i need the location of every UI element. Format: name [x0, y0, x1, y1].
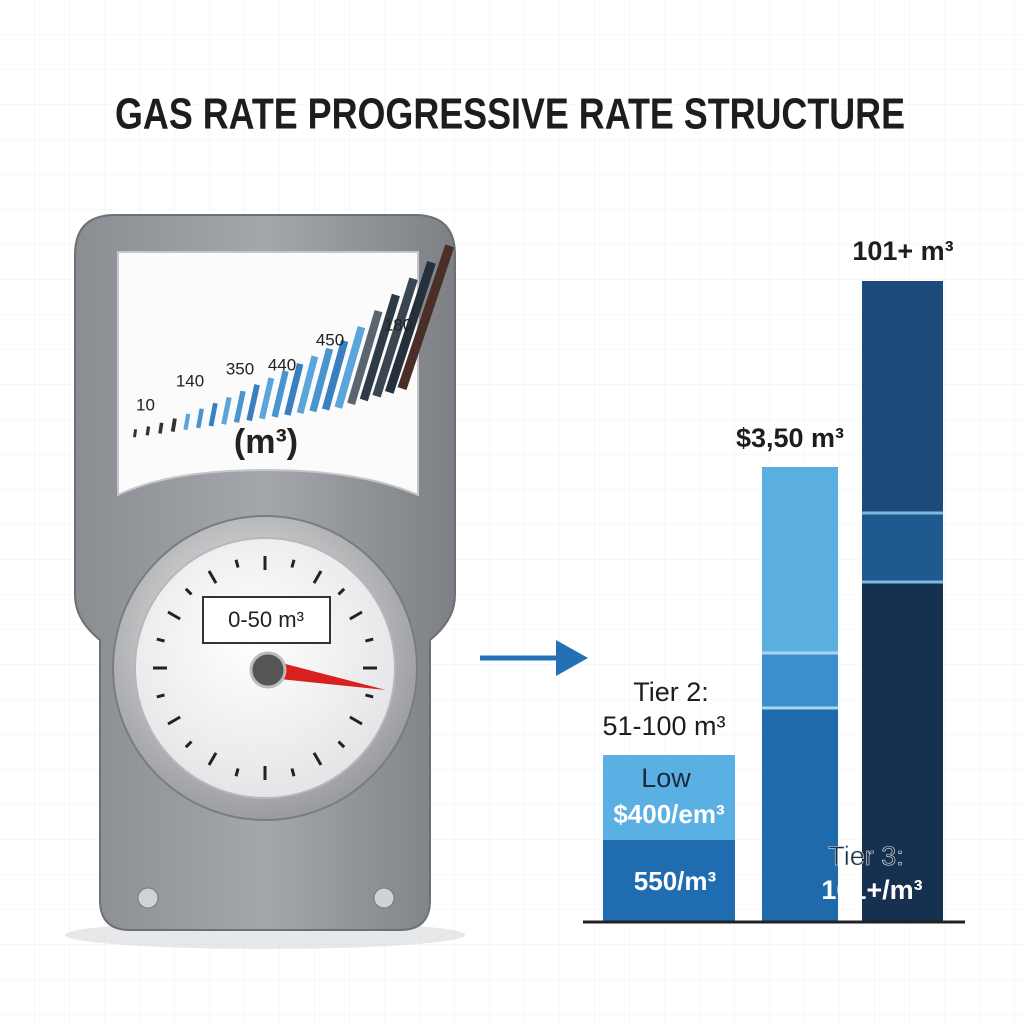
scale-bar: [246, 384, 260, 422]
scale-bar: [372, 277, 418, 398]
bar-segment: [762, 467, 838, 653]
dial-tick: [207, 752, 218, 766]
scale-bar: [196, 408, 204, 429]
dial-tick: [234, 768, 240, 777]
scale-bar: [347, 309, 383, 406]
gas-meter: 10 140 350 440 450 180 (m³) 0-50 m³: [65, 214, 465, 949]
scale-label: 140: [176, 371, 204, 390]
scale-bar: [322, 339, 349, 411]
scale-bar: [334, 326, 366, 409]
scale-bar: [170, 418, 177, 432]
scale-label: 440: [268, 355, 296, 374]
scale-bar: [359, 293, 400, 402]
bar-segment: [603, 840, 735, 922]
scale-bar: [208, 402, 218, 427]
dial-tick: [167, 715, 181, 726]
scale-label: 10: [136, 395, 155, 414]
bar-label: 51-100 m³: [602, 711, 725, 741]
needle: [270, 660, 386, 690]
dial-tick: [156, 637, 165, 643]
dial-tick: [207, 570, 218, 584]
scale-bar: [385, 260, 436, 394]
scale-bar: [233, 390, 246, 423]
dial-tick: [184, 740, 193, 749]
dial-tick: [337, 740, 346, 749]
scale-label: 350: [226, 359, 254, 378]
scale-bar: [145, 426, 151, 436]
tier-bars: [583, 281, 965, 924]
bar-label: $400/em³: [613, 799, 725, 829]
dial-tick: [290, 559, 296, 568]
arrow-head: [556, 640, 588, 676]
meter-window: [117, 251, 419, 497]
scale-bar: [158, 422, 164, 434]
scale-bar: [397, 244, 455, 391]
scale-bar: [221, 396, 232, 425]
dial-tick: [312, 570, 323, 584]
bar-label: 101+ m³: [852, 236, 953, 266]
scale-label: 450: [316, 330, 344, 349]
arrow: [480, 640, 588, 676]
dial-ticks: [153, 556, 377, 780]
bar-label: Tier 3:: [828, 841, 904, 871]
dial-tick: [156, 693, 165, 699]
scale-bar: [259, 377, 275, 420]
dial-tick: [349, 610, 363, 621]
scale-bar: [183, 413, 191, 431]
display-box: [202, 596, 331, 644]
screw: [137, 887, 159, 909]
dial-tick: [349, 715, 363, 726]
scale-label: 180: [384, 315, 412, 334]
scale-bar: [296, 355, 319, 415]
dial-tick: [290, 768, 296, 777]
screw: [373, 887, 395, 909]
bar-segment: [862, 582, 943, 922]
dial-tick: [312, 752, 323, 766]
bar-segment: [762, 653, 838, 708]
dial-tick: [167, 610, 181, 621]
display-text: 0-50 m³: [228, 607, 304, 632]
bar-label: $3,50 m³: [736, 423, 844, 453]
bar-segment: [603, 755, 735, 840]
dial-tick: [184, 587, 193, 596]
dial-tick: [365, 637, 374, 643]
title: GAS RATE PROGRESSIVE RATE STRUCTURE: [115, 90, 905, 139]
bar-label: Tier 2:: [633, 677, 709, 707]
scale-bar: [284, 363, 304, 416]
bar-segment: [862, 513, 943, 582]
dial-tick: [234, 559, 240, 568]
bar-label: Low: [641, 763, 691, 793]
scale-bar: [309, 347, 334, 413]
unit-label: (m³): [234, 423, 298, 461]
dial-tick: [337, 587, 346, 596]
scale-bar: [271, 370, 289, 418]
meter-scale: [133, 244, 455, 438]
bar-segment: [862, 281, 943, 513]
needle-hub: [249, 651, 287, 689]
bar-label: 101+/m³: [821, 875, 922, 905]
scale-bar: [133, 429, 138, 438]
dial-tick: [365, 693, 374, 699]
bar-segment: [762, 708, 838, 922]
bar-label: 550/m³: [634, 866, 717, 896]
